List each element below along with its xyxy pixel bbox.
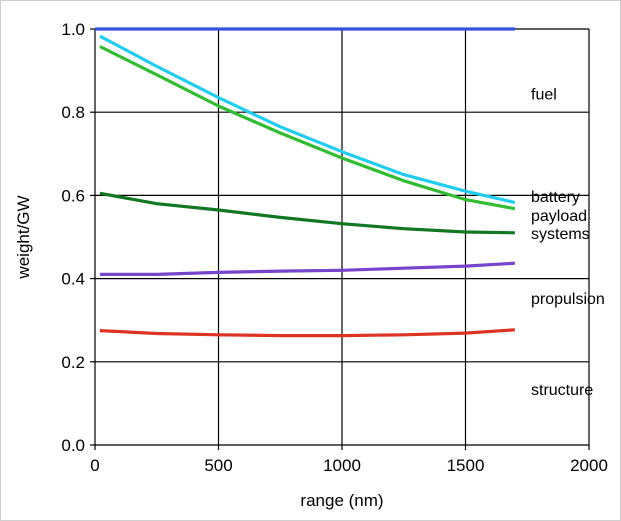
series-line-3	[99, 191, 515, 235]
series-line-2	[99, 45, 516, 211]
y-tick-label: 0.0	[61, 436, 85, 455]
y-tick-label: 0.2	[61, 353, 85, 372]
annotation-structure: structure	[531, 382, 593, 399]
x-tick-label: 1500	[447, 456, 485, 475]
series-line-1	[99, 34, 516, 205]
series-group	[95, 27, 516, 338]
annotation-systems: systems	[531, 226, 590, 243]
y-tick-label: 0.4	[61, 270, 85, 289]
series-line-4	[99, 261, 515, 276]
x-tick-labels: 0 500 1000 1500 2000	[90, 456, 608, 475]
x-axis-title: range (nm)	[300, 491, 383, 510]
y-tick-label: 0.6	[61, 186, 85, 205]
y-axis-title: weight/GW	[14, 195, 33, 279]
x-tick-label: 1000	[323, 456, 361, 475]
series-line-5	[99, 328, 516, 338]
y-tick-label: 0.8	[61, 103, 85, 122]
x-tick-label: 0	[90, 456, 99, 475]
x-tick-label: 2000	[570, 456, 608, 475]
annotation-fuel: fuel	[531, 86, 557, 103]
y-tick-labels: 0.0 0.2 0.4 0.6 0.8 1.0	[61, 20, 85, 455]
annotation-battery: battery	[531, 189, 580, 206]
x-tick-label: 500	[204, 456, 232, 475]
annotation-payload: payload	[531, 208, 587, 225]
annotation-propulsion: propulsion	[531, 291, 605, 308]
y-tick-label: 1.0	[61, 20, 85, 39]
